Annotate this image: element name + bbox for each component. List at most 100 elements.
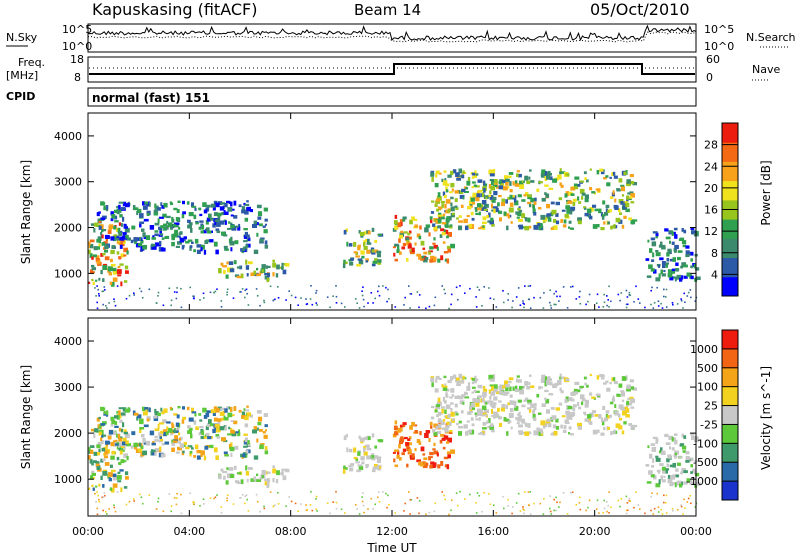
power-cell xyxy=(544,184,549,187)
velocity-cell xyxy=(233,406,237,411)
velocity-cell xyxy=(609,401,614,405)
power-cell xyxy=(538,207,542,210)
power-cell xyxy=(112,267,117,272)
velocity-cell xyxy=(560,390,564,394)
power-cell xyxy=(516,216,520,219)
velocity-cell xyxy=(193,501,195,503)
power-cell xyxy=(422,255,426,259)
power-cell xyxy=(674,234,678,239)
power-cell xyxy=(672,231,676,235)
velocity-cell xyxy=(474,398,480,403)
power-cell xyxy=(475,209,478,212)
power-cell xyxy=(607,221,610,225)
velocity-cell xyxy=(516,422,520,425)
velocity-cell xyxy=(282,475,287,481)
power-cell xyxy=(660,241,663,246)
power-cell xyxy=(573,183,578,187)
velocity-cell xyxy=(570,492,572,494)
x-tick-label: 20:00 xyxy=(579,525,611,538)
velocity-cell xyxy=(596,375,600,380)
power-cell xyxy=(570,227,574,230)
power-cell xyxy=(568,191,573,196)
power-cell xyxy=(428,232,431,237)
power-cell xyxy=(435,170,440,175)
velocity-cell xyxy=(671,436,674,442)
velocity-cell xyxy=(425,513,427,516)
velocity-cell xyxy=(544,381,547,387)
power-cell xyxy=(124,227,130,233)
power-cell xyxy=(626,303,629,306)
power-cell xyxy=(133,207,139,211)
power-cell xyxy=(101,228,104,233)
power-cell xyxy=(489,195,493,200)
power-cell xyxy=(372,302,374,304)
power-cell xyxy=(363,245,368,250)
power-cell xyxy=(587,300,589,303)
power-cell xyxy=(142,201,146,206)
power-cell xyxy=(404,296,406,299)
velocity-cell xyxy=(448,431,453,434)
power-cell xyxy=(493,298,495,301)
power-cell xyxy=(112,270,117,275)
power-cell xyxy=(410,249,413,252)
velocity-cell xyxy=(148,407,151,413)
velocity-cell xyxy=(153,415,158,419)
velocity-cell xyxy=(547,423,552,428)
power-cell xyxy=(478,289,481,291)
velocity-cell xyxy=(416,497,419,499)
velocity-cell xyxy=(264,481,267,486)
velocity-cell xyxy=(98,483,101,487)
velocity-cell xyxy=(663,501,665,504)
velocity-cell xyxy=(532,414,536,419)
power-cell xyxy=(665,263,668,268)
station-title: Kapuskasing (fitACF) xyxy=(92,0,257,19)
colorbar-swatch xyxy=(722,443,738,463)
power-cell xyxy=(476,286,479,288)
velocity-cell xyxy=(466,386,471,391)
velocity-cell xyxy=(140,445,144,450)
power-cell xyxy=(185,241,190,244)
velocity-cell xyxy=(499,384,504,389)
velocity-cell xyxy=(110,487,115,493)
power-cell xyxy=(108,302,110,304)
power-cell xyxy=(584,177,587,181)
power-cell xyxy=(458,225,463,231)
power-cell xyxy=(229,268,235,273)
power-cell xyxy=(602,200,606,205)
power-cell xyxy=(221,231,226,236)
velocity-cell xyxy=(114,439,118,443)
power-cell xyxy=(696,276,701,280)
power-cell xyxy=(365,260,369,263)
power-cell xyxy=(149,225,155,230)
power-cell xyxy=(98,293,100,295)
velocity-cell xyxy=(113,504,115,506)
velocity-cell xyxy=(202,498,205,500)
velocity-cell xyxy=(113,506,116,509)
velocity-cell xyxy=(653,507,656,510)
power-cell xyxy=(499,179,504,184)
velocity-cell xyxy=(195,427,199,430)
power-cell xyxy=(259,304,261,307)
power-cell xyxy=(332,295,334,297)
velocity-cell xyxy=(437,464,441,469)
power-cell xyxy=(527,217,531,223)
power-cell xyxy=(435,220,439,224)
velocity-cell xyxy=(474,375,477,380)
velocity-cell xyxy=(418,512,420,515)
power-cell xyxy=(543,220,546,223)
power-cell xyxy=(91,267,96,271)
power-cell xyxy=(666,258,670,262)
power-cell xyxy=(507,175,512,178)
power-cell xyxy=(180,306,183,309)
power-cell xyxy=(450,202,453,207)
power-cell xyxy=(572,198,577,202)
nave-tick-top: 60 xyxy=(706,53,720,66)
power-cell xyxy=(362,286,364,288)
power-cell xyxy=(656,286,658,289)
power-cell xyxy=(471,181,476,184)
power-cell xyxy=(610,226,613,230)
velocity-cell xyxy=(540,420,546,426)
velocity-cell xyxy=(459,395,464,400)
power-cell xyxy=(187,224,192,229)
power-cell xyxy=(601,216,605,220)
